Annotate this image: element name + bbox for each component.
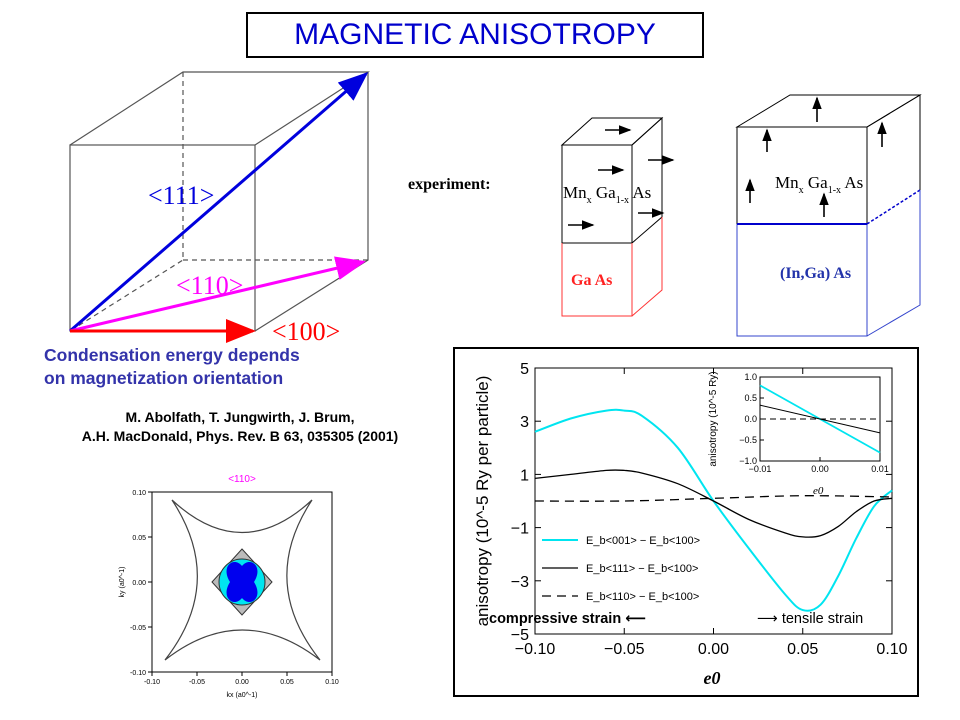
sample-gaas <box>560 116 664 317</box>
legend-entry: E_b<110> − E_b<100> <box>586 591 699 603</box>
inset-x-tick-label: 0.01 <box>871 464 889 474</box>
reference-line-1: M. Abolfath, T. Jungwirth, J. Brum, <box>125 409 355 425</box>
y-tick-label: 3 <box>520 414 529 431</box>
x-tick-label: 0.05 <box>787 641 818 658</box>
moment-arrows-outofplane <box>745 96 887 217</box>
fermi-surface-plot: <110> -0.10 -0.05 0.00 0.05 0.10 0.10 0.… <box>119 474 339 699</box>
fermi-ytick: 0.00 <box>132 580 146 587</box>
label-111: <111> <box>148 181 214 210</box>
strain-tensile: ⟶ tensile strain <box>757 611 864 627</box>
inset-ticks-group: −0.01 0.00 0.01 1.0 0.5 0.0 −0.5 −1.0 <box>739 372 889 474</box>
inset-series-group <box>759 384 881 454</box>
inset-y-tick-label: −0.5 <box>739 435 757 445</box>
fermi-xtick: -0.05 <box>189 679 205 686</box>
y-tick-label: −5 <box>511 627 529 644</box>
chart-ticks-group: −0.10 −0.05 0.00 0.05 0.10 5 3 1 −1 −3 −5 <box>511 361 908 658</box>
fermi-xtick: 0.10 <box>325 679 339 686</box>
y-tick-label: −1 <box>511 521 529 538</box>
experiment-label: experiment: <box>408 176 491 193</box>
y-tick-label: 5 <box>520 361 529 378</box>
series-line-1 <box>534 408 893 612</box>
inset-y-tick-label: 1.0 <box>744 372 757 382</box>
legend-entry: E_b<111> − E_b<100> <box>586 563 698 575</box>
fermi-ytick: -0.10 <box>130 670 146 677</box>
sample-ingaas <box>735 94 922 337</box>
inset-ylabel: anisotropy (10^-5 Ry) <box>708 371 719 466</box>
legend-entry: E_b<001> − E_b<100> <box>586 535 700 547</box>
sample-ingaas-top-label: Mnx Ga1-x As <box>775 173 863 196</box>
sample-gaas-top-label: Mnx Ga1-x As <box>563 183 651 206</box>
fermi-ytick: -0.05 <box>130 625 146 632</box>
inset-y-tick-label: 0.5 <box>744 393 757 403</box>
strain-compressive: compressive strain ⟵ <box>489 611 647 627</box>
sample-gaas-substrate-label: Ga As <box>571 272 612 289</box>
x-tick-label: −0.05 <box>604 641 645 658</box>
condensation-line-2: on magnetization orientation <box>44 368 284 388</box>
condensation-line-1: Condensation energy depends <box>44 345 300 365</box>
inset-y-tick-label: 0.0 <box>744 414 757 424</box>
x-tick-label: −0.10 <box>515 641 556 658</box>
fermi-ytick: 0.10 <box>132 490 146 497</box>
fermi-xtick: 0.00 <box>235 679 249 686</box>
label-100: <100> <box>272 317 340 346</box>
label-110: <110> <box>176 271 243 300</box>
x-tick-label: 0.10 <box>876 641 907 658</box>
fermi-plot-title: <110> <box>228 474 256 485</box>
chart-ylabel: anisotropy (10^-5 Ry per particle) <box>473 376 492 627</box>
inset-x-tick-label: −0.01 <box>749 464 772 474</box>
fermi-xlabel: kx (a0^-1) <box>227 692 258 699</box>
fermi-ytick: 0.05 <box>132 535 146 542</box>
reference-line-2: A.H. MacDonald, Phys. Rev. B 63, 035305 … <box>81 428 399 444</box>
fermi-ylabel: ky (a0^-1) <box>119 567 126 598</box>
arrow-110 <box>69 256 366 333</box>
condensation-caption: Condensation energy depends on magnetiza… <box>44 344 300 390</box>
chart-series-group <box>534 408 893 612</box>
reference-citation: M. Abolfath, T. Jungwirth, J. Brum, A.H.… <box>20 408 460 446</box>
fermi-xtick: 0.05 <box>280 679 294 686</box>
inset-y-tick-label: −1.0 <box>739 456 757 466</box>
chart-annotation-e0: e0 <box>813 485 824 497</box>
anisotropy-chart: −0.10 −0.05 0.00 0.05 0.10 5 3 1 −1 −3 −5 anisotro… <box>453 347 919 697</box>
page-title: MAGNETIC ANISOTROPY <box>246 12 704 58</box>
fermi-xtick: -0.10 <box>144 679 160 686</box>
series-line-2 <box>534 469 893 538</box>
inset-x-tick-label: 0.00 <box>811 464 829 474</box>
arrow-111 <box>69 72 369 333</box>
x-tick-label: 0.00 <box>698 641 729 658</box>
sample-ingaas-substrate-label: (In,Ga) As <box>780 265 851 282</box>
moment-arrows-inplane <box>568 125 675 230</box>
y-tick-label: −3 <box>511 574 529 591</box>
chart-legend: E_b<001> − E_b<100> E_b<111> − E_b<100> E_… <box>542 535 700 603</box>
y-tick-label: 1 <box>520 467 529 484</box>
chart-xlabel: e0 <box>704 668 721 688</box>
